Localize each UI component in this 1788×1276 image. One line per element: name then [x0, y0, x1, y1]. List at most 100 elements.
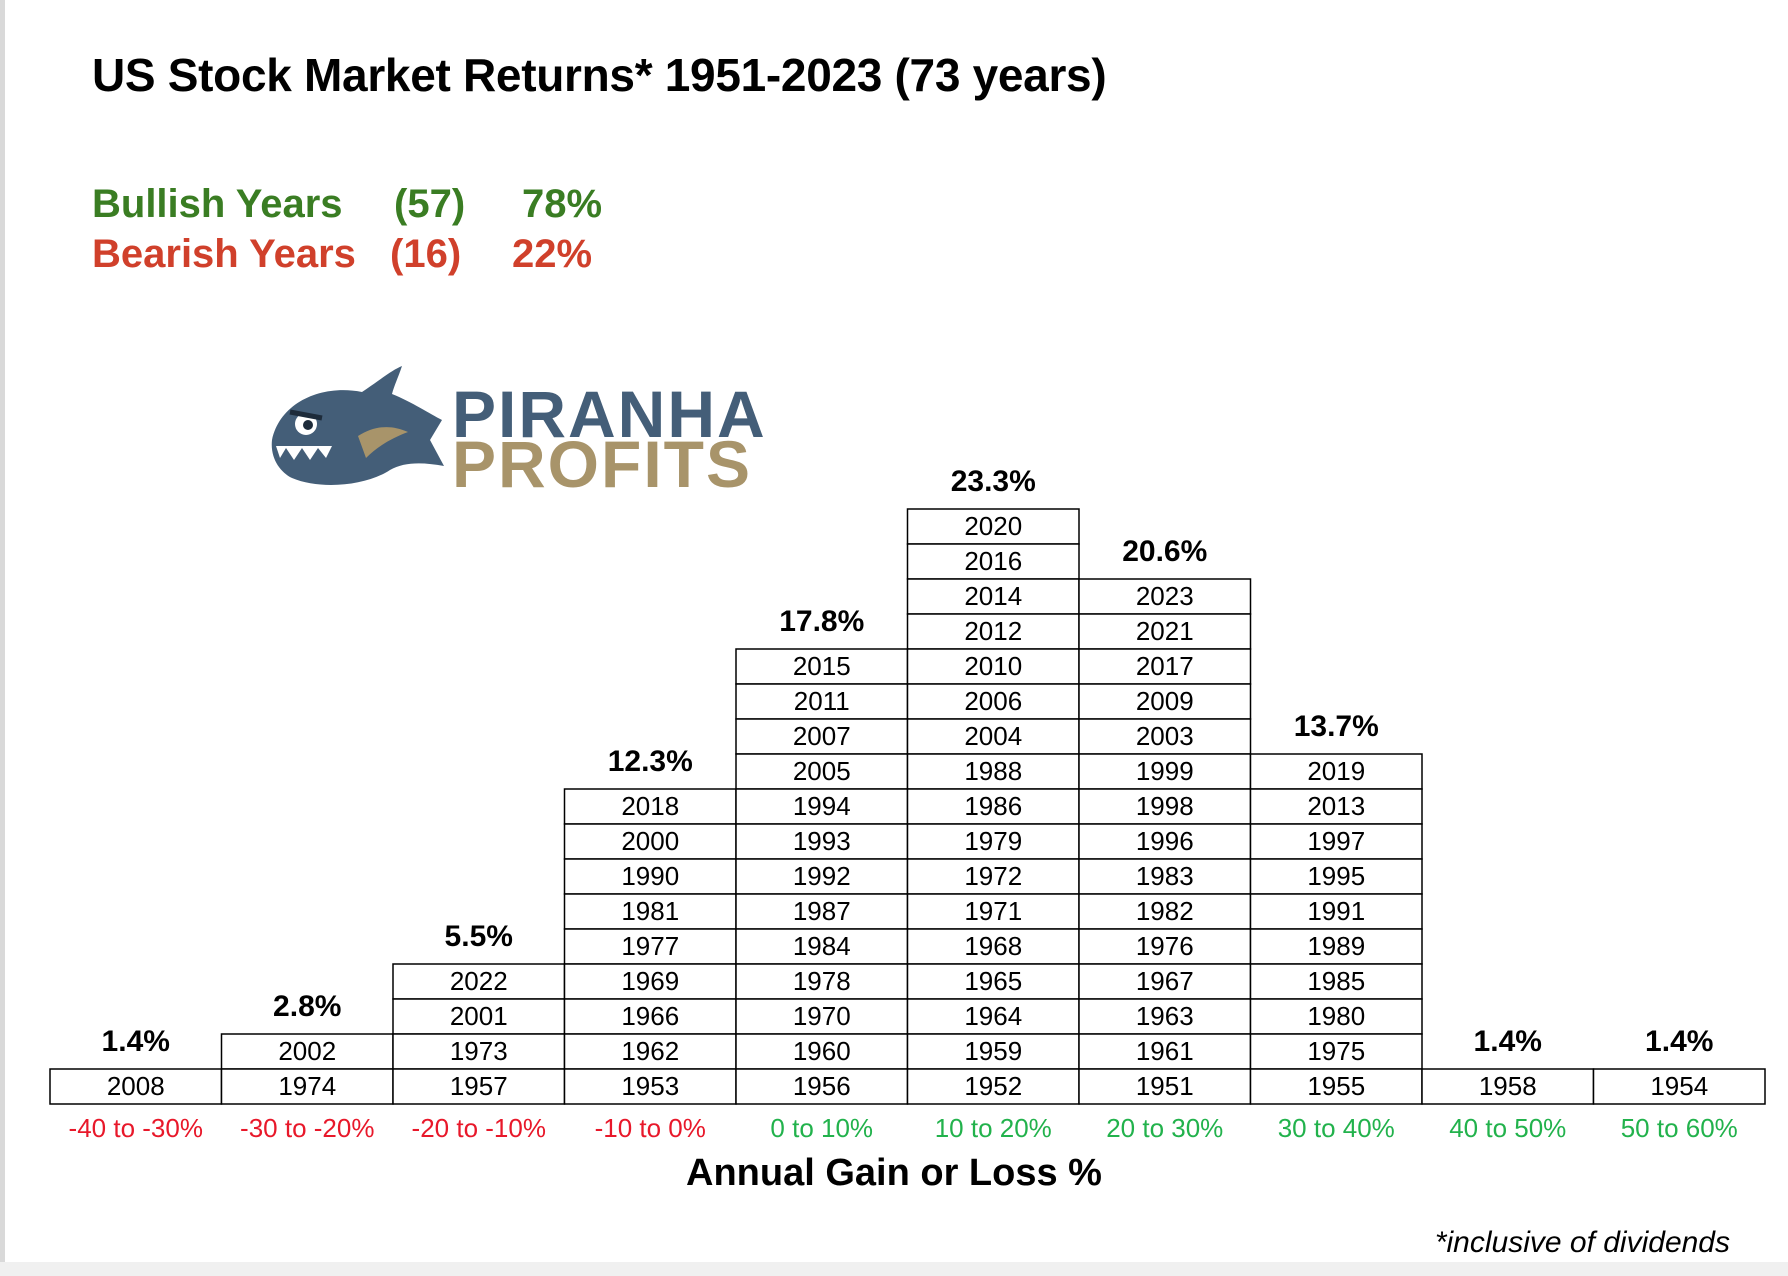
year-cell — [1249, 1033, 1423, 1070]
year-cell — [735, 718, 909, 755]
year-label: 1987 — [793, 896, 851, 926]
year-label: 1982 — [1136, 896, 1194, 926]
bullish-pct: 78% — [522, 182, 603, 226]
year-label: 2006 — [964, 686, 1022, 716]
year-label: 1993 — [793, 826, 851, 856]
frame-bottom-edge — [0, 1262, 1788, 1276]
year-label: 1973 — [450, 1036, 508, 1066]
year-label: 1976 — [1136, 931, 1194, 961]
year-cell — [1078, 893, 1252, 930]
bin-percentage-label: 13.7% — [1294, 710, 1379, 743]
year-cell — [1249, 998, 1423, 1035]
year-label: 1979 — [964, 826, 1022, 856]
year-label: 1977 — [621, 931, 679, 961]
year-label: 1968 — [964, 931, 1022, 961]
piranha-profits-logo: PIRANHA PROFITS — [262, 362, 822, 502]
year-cell — [392, 1068, 566, 1105]
bin-range-label: 20 to 30% — [1106, 1113, 1223, 1143]
year-cell — [1078, 613, 1252, 650]
bin-percentage-label: 2.8% — [273, 990, 341, 1023]
year-cell — [1078, 858, 1252, 895]
year-label: 2013 — [1307, 791, 1365, 821]
year-label: 1995 — [1307, 861, 1365, 891]
year-label: 2022 — [450, 966, 508, 996]
bin-range-label: 50 to 60% — [1621, 1113, 1738, 1143]
year-label: 1967 — [1136, 966, 1194, 996]
year-cell — [1078, 578, 1252, 615]
year-cell — [906, 648, 1080, 685]
year-label: 2012 — [964, 616, 1022, 646]
bin-percentage-label: 12.3% — [608, 745, 693, 778]
year-cell — [1249, 928, 1423, 965]
year-label: 1999 — [1136, 756, 1194, 786]
year-cell — [1592, 1068, 1766, 1105]
bin-percentage-label: 1.4% — [1474, 1025, 1542, 1058]
year-cell — [906, 613, 1080, 650]
year-label: 2010 — [964, 651, 1022, 681]
year-label: 1952 — [964, 1071, 1022, 1101]
year-label: 1991 — [1307, 896, 1365, 926]
year-label: 1963 — [1136, 1001, 1194, 1031]
year-label: 1961 — [1136, 1036, 1194, 1066]
bin-percentage-label: 20.6% — [1122, 535, 1207, 568]
year-cell — [906, 963, 1080, 1000]
chart-title: US Stock Market Returns* 1951-2023 (73 y… — [92, 49, 1107, 101]
year-label: 1972 — [964, 861, 1022, 891]
year-cell — [1078, 998, 1252, 1035]
year-label: 2001 — [450, 1001, 508, 1031]
year-label: 1964 — [964, 1001, 1022, 1031]
year-label: 1971 — [964, 896, 1022, 926]
year-label: 1988 — [964, 756, 1022, 786]
year-label: 1990 — [621, 861, 679, 891]
bin-percentage-label: 1.4% — [1645, 1025, 1713, 1058]
piranha-fish-icon — [271, 366, 444, 485]
year-label: 1970 — [793, 1001, 851, 1031]
bin-range-label: -20 to -10% — [412, 1113, 546, 1143]
year-cell — [906, 508, 1080, 545]
year-label: 1954 — [1650, 1071, 1708, 1101]
frame-left-edge — [0, 0, 5, 1276]
year-cell — [49, 1068, 223, 1105]
year-label: 2002 — [278, 1036, 336, 1066]
year-label: 2005 — [793, 756, 851, 786]
year-cell — [906, 543, 1080, 580]
year-label: 1965 — [964, 966, 1022, 996]
year-label: 2009 — [1136, 686, 1194, 716]
bin-percentage-label: 17.8% — [779, 605, 864, 638]
bin-percentage-label: 5.5% — [445, 920, 513, 953]
year-label: 1974 — [278, 1071, 336, 1101]
x-axis-title: Annual Gain or Loss % — [686, 1152, 1102, 1194]
year-label: 2011 — [794, 686, 850, 716]
year-cell — [906, 1033, 1080, 1070]
year-label: 1989 — [1307, 931, 1365, 961]
year-label: 2015 — [793, 651, 851, 681]
bin-percentage-label: 1.4% — [102, 1025, 170, 1058]
year-label: 2000 — [621, 826, 679, 856]
year-label: 2008 — [107, 1071, 165, 1101]
year-cell — [735, 788, 909, 825]
year-cell — [735, 1033, 909, 1070]
year-cell — [735, 963, 909, 1000]
year-cell — [906, 718, 1080, 755]
bearish-pct: 22% — [512, 232, 593, 276]
year-cell — [735, 858, 909, 895]
year-cell — [906, 1068, 1080, 1105]
year-cell — [220, 1068, 394, 1105]
year-cell — [735, 1068, 909, 1105]
year-cell — [1078, 648, 1252, 685]
bearish-label: Bearish Years — [92, 232, 356, 276]
year-label: 1951 — [1136, 1071, 1194, 1101]
year-label: 1997 — [1307, 826, 1365, 856]
bin-range-label: 0 to 10% — [770, 1113, 873, 1143]
year-label: 1992 — [793, 861, 851, 891]
year-label: 2019 — [1307, 756, 1365, 786]
year-label: 1958 — [1479, 1071, 1537, 1101]
logo-line1: PIRANHA — [452, 377, 767, 451]
year-label: 1986 — [964, 791, 1022, 821]
year-label: 2017 — [1136, 651, 1194, 681]
year-label: 2016 — [964, 546, 1022, 576]
year-label: 1978 — [793, 966, 851, 996]
year-label: 2018 — [621, 791, 679, 821]
year-label: 1983 — [1136, 861, 1194, 891]
year-cell — [735, 648, 909, 685]
